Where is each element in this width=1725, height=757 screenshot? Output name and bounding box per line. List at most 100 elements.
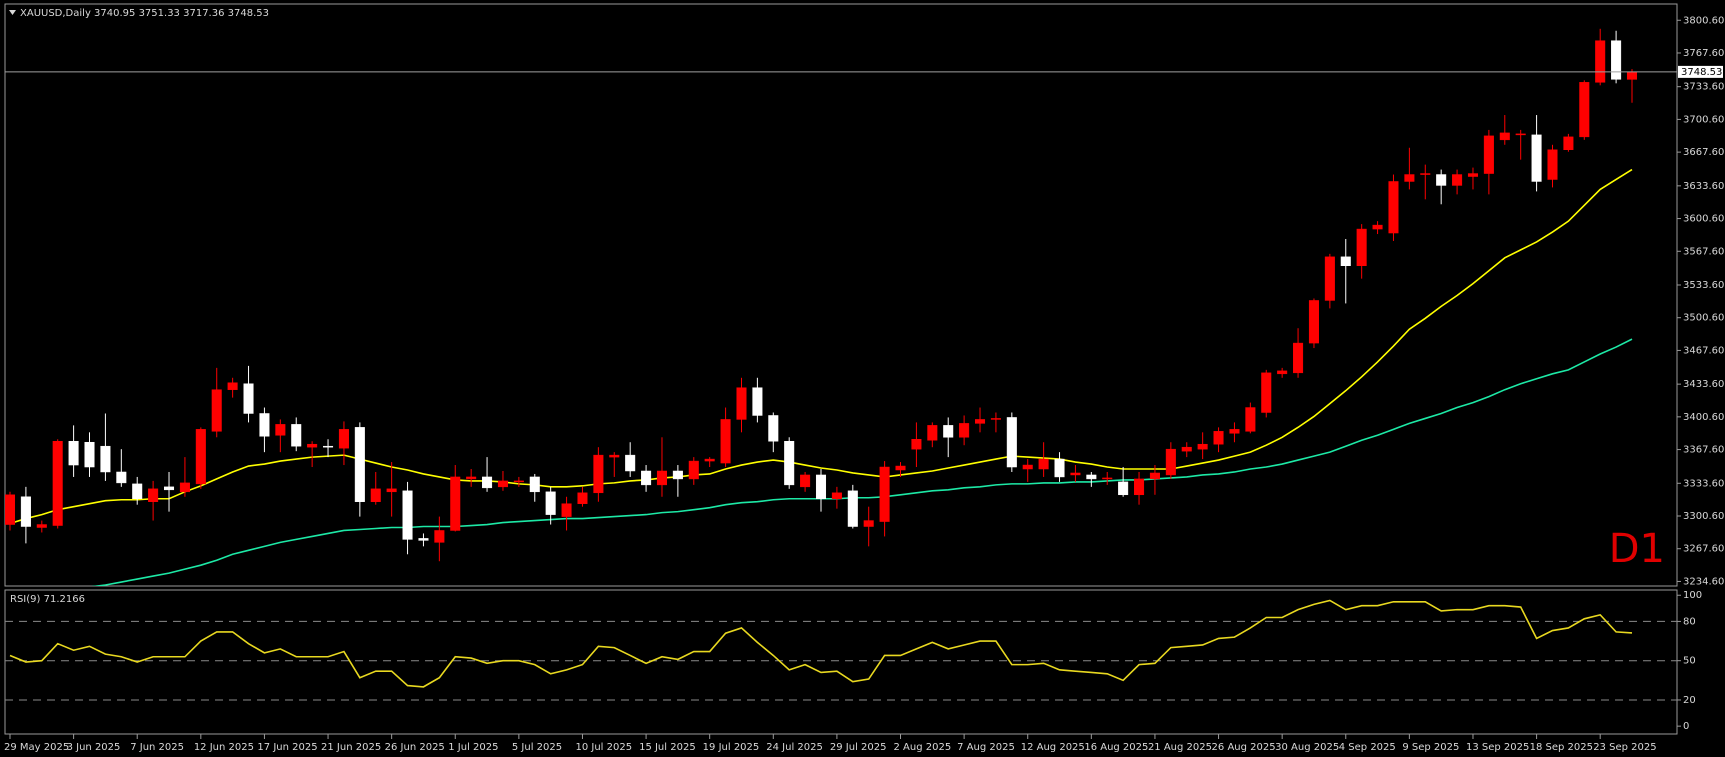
candle-body — [1531, 134, 1542, 182]
candle-body — [100, 445, 111, 473]
line-series — [9, 168, 1633, 525]
candle-body — [831, 492, 842, 499]
candle-body — [84, 441, 95, 468]
candle-body — [529, 476, 540, 493]
y-tick-label: 3234.60 — [1683, 576, 1724, 587]
candle-body — [466, 476, 477, 480]
candle-body — [386, 488, 397, 493]
candle-body — [1372, 224, 1383, 230]
candle-body — [68, 440, 79, 466]
candle-body — [275, 424, 286, 436]
y-tick-label: 3500.60 — [1683, 313, 1724, 324]
candle-body — [36, 524, 47, 528]
candle-body — [1404, 174, 1415, 182]
candle-body — [1102, 477, 1113, 480]
x-tick-label: 5 Jul 2025 — [512, 742, 562, 753]
candle-body — [863, 520, 874, 527]
candle-body — [1197, 443, 1208, 450]
candle-body — [434, 530, 445, 543]
candle-body — [1229, 429, 1240, 434]
x-tick-label: 16 Aug 2025 — [1084, 742, 1148, 753]
menu-triangle[interactable] — [9, 10, 16, 15]
candle-body — [577, 492, 588, 504]
candle-body — [1308, 300, 1319, 344]
candle-body — [1595, 40, 1606, 83]
candle-body — [974, 419, 986, 424]
x-tick-label: 18 Sep 2025 — [1530, 742, 1593, 753]
candle-body — [736, 387, 747, 420]
candle-body — [497, 480, 508, 488]
x-tick-label: 7 Jun 2025 — [130, 742, 184, 753]
candle-body — [656, 470, 668, 486]
y-tick-label: 3700.60 — [1683, 114, 1724, 125]
y-tick-label: 3300.60 — [1683, 511, 1724, 522]
candle-body — [1070, 472, 1081, 476]
candle-body — [243, 383, 254, 414]
candle-body — [1436, 174, 1447, 186]
y-tick-label: 3767.60 — [1683, 48, 1724, 59]
candle-body — [1611, 40, 1622, 80]
y-tick-label: 3533.60 — [1683, 280, 1724, 291]
candle-body — [338, 429, 349, 449]
candle-body — [482, 476, 493, 489]
y-tick-label: 3633.60 — [1683, 181, 1724, 192]
x-tick-label: 10 Jul 2025 — [575, 742, 632, 753]
y-tick-label: 50 — [1683, 656, 1696, 667]
candle-body — [752, 387, 763, 416]
candle-body — [450, 476, 461, 531]
candle-body — [625, 454, 636, 472]
x-tick-label: 15 Jul 2025 — [639, 742, 696, 753]
candle-body — [800, 474, 811, 488]
y-tick-label: 3733.60 — [1683, 82, 1724, 93]
candle-body — [847, 490, 858, 527]
y-tick-label: 3667.60 — [1683, 147, 1724, 158]
candle-body — [768, 415, 779, 442]
candle-body — [1277, 370, 1288, 375]
y-tick-label: 3333.60 — [1683, 478, 1724, 489]
candle-body — [927, 425, 938, 441]
candle-body — [513, 480, 524, 483]
candle-body — [179, 482, 190, 493]
candle-body — [1261, 372, 1272, 413]
candle-body — [418, 538, 429, 541]
candle-body — [20, 496, 31, 527]
candle-body — [148, 488, 159, 502]
x-tick-label: 9 Sep 2025 — [1402, 742, 1459, 753]
x-tick-label: 3 Jun 2025 — [67, 742, 121, 753]
candle-body — [1483, 135, 1494, 174]
rsi-title: RSI(9) 71.2166 — [10, 594, 85, 605]
candle-body — [1086, 474, 1097, 480]
candle-body — [784, 440, 795, 486]
candle-body — [959, 423, 970, 438]
candle-body — [1467, 173, 1479, 177]
y-tick-label: 3800.60 — [1683, 15, 1724, 26]
candle-body — [1563, 136, 1574, 150]
x-tick-label: 2 Aug 2025 — [894, 742, 952, 753]
candle-body — [1515, 133, 1526, 136]
main-plot — [5, 28, 1638, 586]
candle-body — [307, 443, 318, 448]
candle-body — [720, 419, 731, 464]
candle-body — [1213, 431, 1224, 445]
candle-body — [163, 486, 175, 491]
y-tick-label: 3600.60 — [1683, 214, 1724, 225]
candle-body — [1547, 149, 1558, 180]
x-tick-label: 26 Aug 2025 — [1212, 742, 1276, 753]
candle-body — [1356, 228, 1367, 267]
y-tick-label: 3400.60 — [1683, 412, 1724, 423]
candle-body — [291, 424, 302, 447]
candle-body — [593, 454, 604, 494]
y-tick-label: 0 — [1683, 721, 1689, 732]
candle-body — [402, 490, 413, 540]
candle-body — [641, 470, 652, 486]
candle-body — [1388, 181, 1399, 234]
candle-body — [132, 483, 143, 499]
y-tick-label: 80 — [1683, 616, 1696, 627]
candle-body — [1293, 342, 1304, 374]
current-price-box — [1678, 65, 1723, 78]
y-tick-label: 3467.60 — [1683, 345, 1724, 356]
x-tick-label: 13 Sep 2025 — [1466, 742, 1529, 753]
timeframe-label: D1 — [1609, 526, 1665, 572]
